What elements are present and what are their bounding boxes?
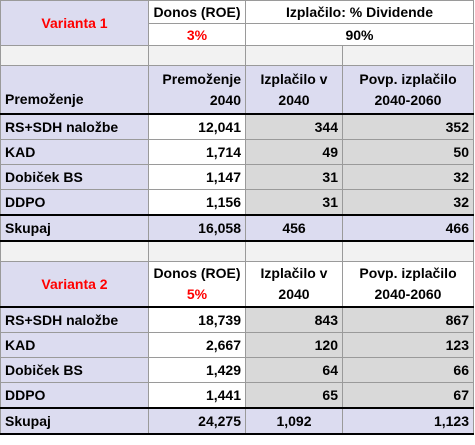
- variant1-payout-value: 90%: [245, 23, 474, 46]
- table-row: DDPO 1,441 65 67: [0, 382, 474, 409]
- variant2-roe-value: 5%: [186, 286, 208, 302]
- table-row: KAD 1,714 49 50: [0, 139, 474, 165]
- dividend-table: Varianta 1 Donos (ROE) Izplačilo: % Divi…: [0, 0, 474, 435]
- variant1-title-row: Varianta 1 Donos (ROE) Izplačilo: % Divi…: [0, 0, 474, 46]
- variant2-roe: Donos (ROE) 5%: [148, 261, 246, 308]
- assets-2040-header: Premoženje 2040: [148, 65, 246, 115]
- table-row: KAD 2,667 120 123: [0, 332, 474, 358]
- variant1-roe-label: Donos (ROE): [148, 0, 246, 24]
- variant1-name: Varianta 1: [0, 0, 149, 46]
- asset-header: Premoženje: [0, 65, 149, 115]
- variant1-value-row: 3% 90%: [1, 23, 474, 46]
- spacer-row: [0, 240, 474, 262]
- table-row: DDPO 1,156 31 32: [0, 189, 474, 216]
- table-row: Dobiček BS 1,147 31 32: [0, 164, 474, 190]
- spacer-row: [0, 45, 474, 66]
- variant2-avg-payout-header: Povp. izplačilo 2040-2060: [342, 261, 474, 308]
- table-row: Dobiček BS 1,429 64 66: [0, 357, 474, 383]
- avg-payout-header: Povp. izplačilo 2040-2060: [342, 65, 474, 115]
- payout-2040-header: Izplačilo v 2040: [245, 65, 343, 115]
- variant2-payout-2040-header: Izplačilo v 2040: [245, 261, 343, 308]
- variant1-total-row: Skupaj 16,058 456 466: [0, 214, 474, 242]
- table-row: RS+SDH naložbe 12,041 344 352: [0, 113, 474, 140]
- variant1-column-header: Premoženje Premoženje 2040 Izplačilo v 2…: [0, 65, 474, 115]
- variant1-payout-label: Izplačilo: % Dividende: [245, 0, 474, 24]
- variant2-column-header: Varianta 2 Donos (ROE) 5% Izplačilo v 20…: [0, 261, 474, 308]
- variant2-total-row: Skupaj 24,275 1,092 1,123: [0, 407, 474, 435]
- variant1-roe-value: 3%: [148, 23, 246, 46]
- table-row: RS+SDH naložbe 18,739 843 867: [0, 306, 474, 333]
- variant2-name: Varianta 2: [0, 261, 149, 308]
